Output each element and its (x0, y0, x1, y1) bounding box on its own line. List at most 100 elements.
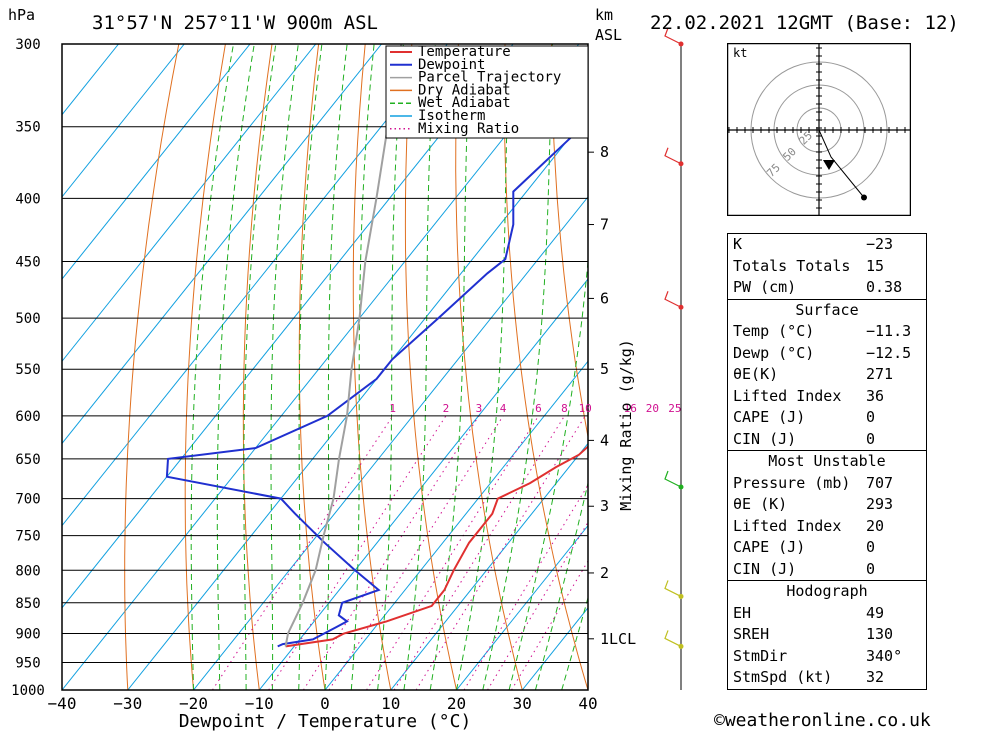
hodograph-trace (818, 129, 865, 198)
dry-adiabat-line (404, 44, 457, 690)
pressure-tick-label: 750 (15, 529, 40, 545)
wind-barb (664, 27, 682, 45)
pressure-tick-label: 300 (15, 37, 40, 53)
mixing-ratio-label: 2 (443, 402, 450, 415)
wet-adiabat-line (429, 44, 472, 690)
wet-adiabat-line (324, 44, 348, 690)
index-label: θE (K) (733, 495, 788, 513)
general-row: K −23 (728, 234, 926, 256)
legend-item-isotherm: Isotherm (418, 108, 485, 124)
temperature-line (285, 445, 588, 648)
hodograph-indices: Hodograph EH 49 SREH 130 StmDir 340° StmSpd (k… (727, 580, 927, 690)
wind-barbs (664, 27, 684, 690)
hodo-row: SREH 130 (728, 624, 926, 646)
surface-title: Surface (795, 300, 859, 319)
height-tick-label: 8 (600, 143, 609, 161)
pressure-tick-label: 700 (15, 492, 40, 508)
wet-adiabat-line (190, 44, 234, 690)
index-value: 130 (866, 625, 894, 643)
index-value: 0.38 (866, 278, 903, 296)
credit-text: ©weatheronline.co.uk (714, 710, 931, 731)
mixing-ratio-label: 10 (579, 402, 592, 415)
pressure-tick-label: 350 (15, 120, 40, 136)
mixing-ratio-line (393, 415, 565, 690)
legend-item-dewpoint: Dewpoint (418, 57, 485, 73)
height-tick-label: 7 (600, 216, 609, 234)
mixing-ratio-label: 25 (668, 402, 681, 415)
dry-adiabat-line (971, 44, 1000, 690)
pressure-tick-label: 650 (15, 452, 40, 468)
surface-row: CIN (J) 0 (728, 429, 926, 451)
isotherm-line (62, 44, 514, 609)
pressure-tick-label: 500 (15, 311, 40, 327)
index-label: StmSpd (kt) (733, 668, 833, 686)
mixing-ratio-label: 20 (646, 402, 659, 415)
height-tick-label: 6 (600, 289, 609, 307)
hodograph-title: Hodograph (786, 582, 868, 600)
mixing-ratio-label: 16 (624, 402, 637, 415)
mu-row: Pressure (mb) 707 (728, 473, 926, 495)
mixing-ratio-axis-label: Mixing Ratio (g/kg) (617, 339, 635, 511)
index-label: θE(K) (733, 365, 779, 383)
most-unstable-title: Most Unstable (768, 452, 886, 470)
surface-row: Temp (°C) −11.3 (728, 321, 926, 343)
index-value: 0 (866, 538, 876, 556)
mixing-ratio-label: 1 (389, 402, 396, 415)
temperature-tick-label: −20 (179, 694, 208, 713)
wind-barb (664, 470, 682, 488)
pressure-tick-label: 950 (15, 655, 40, 671)
index-value: 293 (866, 495, 894, 513)
index-value: −23 (866, 235, 894, 253)
wind-barb (664, 580, 682, 597)
temperature-tick-label: 30 (513, 694, 532, 713)
isotherm-line (62, 44, 382, 445)
wet-adiabat-line (377, 44, 404, 690)
dry-adiabat-line (551, 44, 588, 440)
x-axis-label: Dewpoint / Temperature (°C) (179, 711, 472, 732)
isotherm-line (390, 442, 588, 690)
dry-adiabat-line (924, 44, 1000, 690)
legend-item-mixing-ratio: Mixing Ratio (418, 121, 519, 137)
mixing-ratio-line (511, 560, 588, 690)
temperature-tick-label: −40 (48, 694, 77, 713)
wet-adiabat-line (298, 44, 323, 690)
index-value: 0 (866, 408, 876, 426)
temperature-tick-label: 10 (381, 694, 400, 713)
index-label: Temp (°C) (733, 322, 815, 340)
storm-motion-arrow (823, 160, 835, 170)
indices-panel: K −23 Totals Totals 15 PW (cm) 0.38 Surface T… (727, 233, 927, 690)
wet-adiabat-line (403, 44, 436, 690)
mu-row: θE (K) 293 (728, 494, 926, 516)
mu-row: Lifted Index 20 (728, 516, 926, 538)
index-label: StmDir (733, 646, 788, 665)
index-value: 707 (866, 473, 894, 492)
height-unit-asl: ASL (595, 26, 622, 44)
wind-barb (664, 147, 682, 165)
index-value: −12.5 (866, 343, 912, 362)
height-tick-label: 3 (600, 497, 609, 515)
mixing-ratio-line (366, 415, 539, 690)
index-label: Pressure (mb) (733, 473, 851, 492)
index-label: Dewp (°C) (733, 343, 815, 362)
index-value: 0 (866, 429, 876, 448)
isotherm-line (62, 44, 185, 198)
hodo-row: StmDir 340° (728, 646, 926, 668)
temperature-tick-label: 40 (578, 694, 597, 713)
mixing-ratio-line (328, 415, 504, 690)
height-tick-label: 1LCL (600, 630, 636, 648)
legend-item-dry-adiabat: Dry Adiabat (418, 82, 511, 98)
dry-adiabat-line (455, 44, 523, 690)
temperature-tick-label: 20 (447, 694, 466, 713)
general-indices: K −23 Totals Totals 15 PW (cm) 0.38 (727, 233, 927, 300)
index-label: PW (cm) (733, 278, 797, 296)
pressure-tick-label: 900 (15, 626, 40, 642)
wind-barb (664, 630, 682, 647)
temperature-tick-label: −10 (245, 694, 274, 713)
index-label: K (733, 235, 743, 253)
index-label: CIN (J) (733, 429, 797, 448)
index-label: Lifted Index (733, 516, 842, 535)
dry-adiabat-line (242, 44, 273, 690)
isotherm-line (258, 278, 588, 690)
height-tick-label: 2 (600, 564, 609, 582)
